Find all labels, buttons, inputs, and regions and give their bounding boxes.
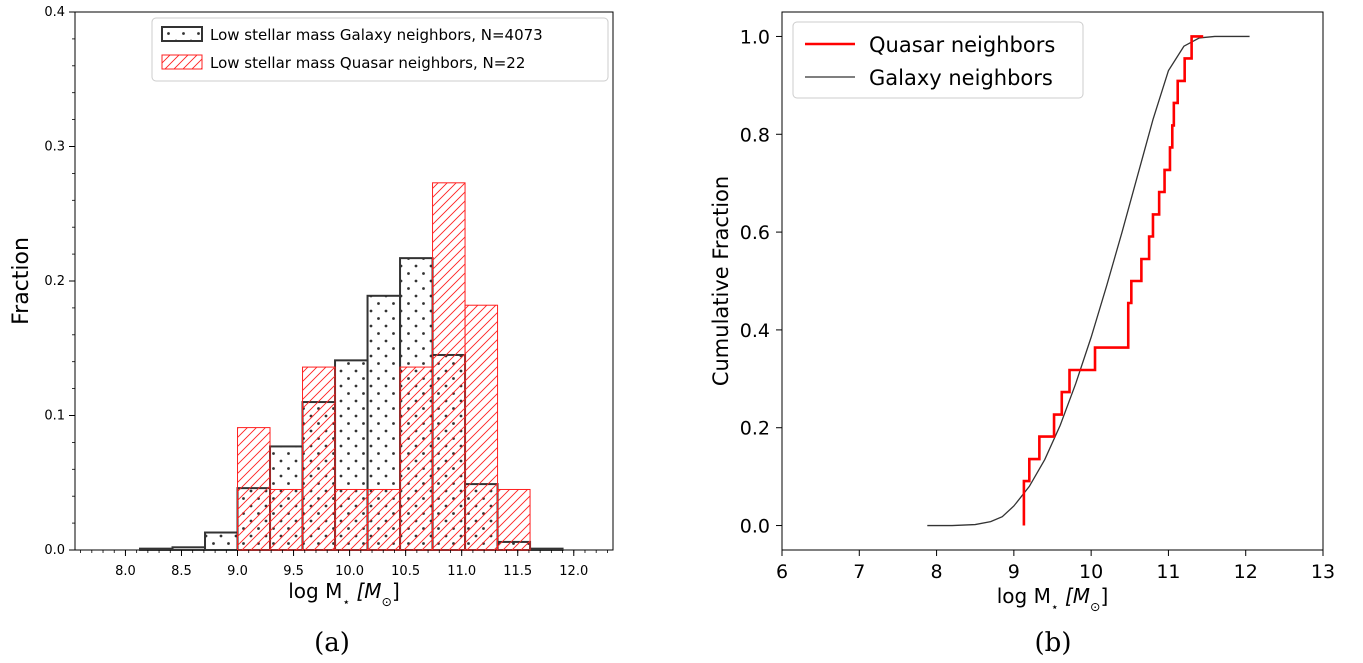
galaxy-cdf-line xyxy=(927,35,1250,527)
x-tick-label: 11.0 xyxy=(447,564,476,579)
x-tick-label: 9 xyxy=(1008,561,1020,583)
x-tick-label: 12.0 xyxy=(559,564,588,579)
legend-swatch-quasar xyxy=(161,54,203,70)
x-axis-label: log M⋆ [M⊙] xyxy=(288,579,400,609)
y-tick-label: 0.2 xyxy=(740,418,770,440)
y-tick-label: 0.6 xyxy=(740,222,770,244)
y-tick-label: 1.0 xyxy=(740,26,770,48)
panel-caption-b: (b) xyxy=(1035,628,1072,658)
legend-swatch-galaxy xyxy=(161,26,203,42)
y-axis-label: Cumulative Fraction xyxy=(709,176,733,386)
y-tick-label: 0.0 xyxy=(740,516,770,538)
quasar-bar xyxy=(464,304,499,551)
galaxy-bar xyxy=(204,531,239,552)
x-tick-label: 12 xyxy=(1234,561,1258,583)
y-tick-label: 0.1 xyxy=(44,409,65,424)
x-tick-label: 11 xyxy=(1156,561,1180,583)
legend-frame xyxy=(792,21,1084,99)
legend-label-galaxy: Galaxy neighbors xyxy=(869,66,1053,90)
y-tick-label: 0.3 xyxy=(44,140,65,155)
x-tick-label: 8 xyxy=(931,561,943,583)
quasar-bar xyxy=(497,488,531,551)
x-tick-label: 10.5 xyxy=(391,564,420,579)
x-tick-label: 13 xyxy=(1311,561,1335,583)
legend-frame xyxy=(151,17,609,82)
galaxy-bar xyxy=(139,547,174,552)
legend-label-galaxy: Low stellar mass Galaxy neighbors, N=407… xyxy=(210,26,543,44)
x-axis-label-part: [M xyxy=(350,579,381,603)
x-tick-label: 10.0 xyxy=(335,564,364,579)
legend-label-quasar: Quasar neighbors xyxy=(869,33,1055,57)
x-axis-label-part: ⊙ xyxy=(382,594,392,609)
y-tick-label: 0.8 xyxy=(740,124,770,146)
y-tick-label: 0.2 xyxy=(44,274,65,289)
y-tick-label: 0.4 xyxy=(44,5,65,20)
x-tick-label: 6 xyxy=(776,561,788,583)
plot-frame xyxy=(781,11,1324,551)
cdf-panel-b: 6 7 8 9 10 11 12 13 0.0 0.2 0.4 0.6 0.8 1.0 Cumulative… xyxy=(709,11,1335,658)
x-tick-label: 9.5 xyxy=(283,564,304,579)
quasar-bar xyxy=(302,366,336,551)
legend-label-quasar: Low stellar mass Quasar neighbors, N=22 xyxy=(210,54,525,72)
x-axis-label: log M⋆ [M⊙] xyxy=(997,584,1109,614)
histogram-panel-a: 8.0 8.5 9.0 9.5 10.0 10.5 11.0 11.5 12.0 0.0 0.1 0.… xyxy=(9,5,614,658)
x-tick-label: 11.5 xyxy=(503,564,532,579)
x-axis-label-part: ] xyxy=(392,579,400,603)
x-axis-label-part: ⋆ xyxy=(342,594,350,609)
quasar-bar xyxy=(269,488,304,551)
x-tick-label: 7 xyxy=(853,561,865,583)
panel-caption-a: (a) xyxy=(314,628,350,658)
y-tick-label: 0.0 xyxy=(44,543,65,558)
legend: Low stellar mass Galaxy neighbors, N=407… xyxy=(151,17,609,82)
x-axis-label-part: ⊙ xyxy=(1090,599,1100,614)
x-axis-label-part: ] xyxy=(1100,584,1108,608)
galaxy-bar xyxy=(171,546,207,551)
quasar-bar xyxy=(367,488,401,551)
x-tick-label: 8.0 xyxy=(115,564,136,579)
quasar-bar xyxy=(399,366,434,551)
x-tick-label: 10 xyxy=(1079,561,1103,583)
legend: Quasar neighbors Galaxy neighbors xyxy=(792,21,1084,99)
y-tick-label: 0.4 xyxy=(740,320,770,342)
x-axis-label-part: log M xyxy=(997,584,1051,608)
quasar-bar xyxy=(334,488,369,551)
quasar-cdf-step xyxy=(1022,35,1204,526)
quasar-bar xyxy=(432,182,466,551)
x-tick-label: 8.5 xyxy=(171,564,192,579)
galaxy-bar xyxy=(529,547,564,552)
quasar-bar xyxy=(237,427,271,551)
x-axis-label-part: ⋆ xyxy=(1051,599,1059,614)
x-axis-label-part: [M xyxy=(1059,584,1090,608)
x-axis-label-part: log M xyxy=(288,579,342,603)
y-axis-label: Fraction xyxy=(9,237,34,325)
x-tick-label: 9.0 xyxy=(227,564,248,579)
